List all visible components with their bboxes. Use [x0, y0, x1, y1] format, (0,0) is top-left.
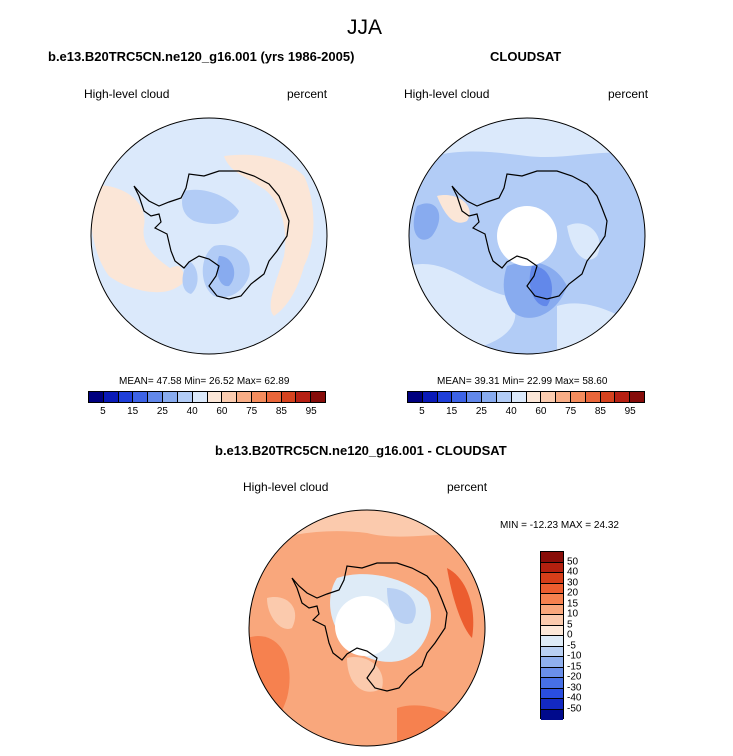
colorbar-swatch [541, 636, 563, 647]
model-colorbar [88, 391, 326, 403]
colorbar-tick-label: 25 [156, 406, 168, 417]
colorbar-tick-label: -30 [567, 682, 582, 693]
diff-polar-map [248, 509, 486, 747]
colorbar-swatch [541, 709, 563, 720]
obs-stats: MEAN= 39.31 Min= 22.99 Max= 58.60 [437, 376, 608, 387]
colorbar-swatch [192, 392, 208, 402]
colorbar-swatch [541, 699, 563, 710]
colorbar-swatch [541, 583, 563, 594]
colorbar-tick-label: -5 [567, 640, 576, 651]
colorbar-swatch [541, 657, 563, 668]
colorbar-swatch [541, 667, 563, 678]
colorbar-swatch [600, 392, 616, 402]
colorbar-swatch [163, 392, 178, 402]
colorbar-swatch [541, 562, 563, 573]
colorbar-swatch [541, 688, 563, 699]
colorbar-swatch [570, 392, 586, 402]
model-variable-label: High-level cloud [84, 87, 170, 101]
obs-colorbar [407, 391, 645, 403]
colorbar-tick-label: 25 [475, 406, 487, 417]
obs-panel-title: CLOUDSAT [490, 49, 562, 64]
colorbar-swatch [585, 392, 601, 402]
colorbar-swatch [177, 392, 193, 402]
colorbar-tick-label: 85 [275, 406, 287, 417]
colorbar-swatch [541, 625, 563, 636]
colorbar-tick-label: 40 [505, 406, 517, 417]
colorbar-tick-label: 15 [446, 406, 458, 417]
colorbar-tick-label: 60 [216, 406, 228, 417]
colorbar-tick-label: 40 [186, 406, 198, 417]
colorbar-tick-label: -15 [567, 661, 582, 672]
colorbar-swatch [496, 392, 512, 402]
colorbar-tick-label: 95 [624, 406, 636, 417]
colorbar-swatch [556, 392, 571, 402]
colorbar-tick-label: -40 [567, 692, 582, 704]
colorbar-tick-label: 10 [567, 608, 579, 620]
colorbar-swatch [511, 392, 527, 402]
colorbar-swatch [89, 392, 104, 402]
colorbar-swatch [541, 615, 563, 626]
colorbar-swatch [251, 392, 267, 402]
colorbar-swatch [437, 392, 453, 402]
colorbar-tick-label: 0 [567, 629, 573, 641]
model-stats: MEAN= 47.58 Min= 26.52 Max= 62.89 [119, 376, 290, 387]
colorbar-tick-label: -10 [567, 650, 582, 662]
season-title: JJA [347, 16, 383, 39]
colorbar-swatch [482, 392, 497, 402]
colorbar-swatch [148, 392, 164, 402]
diff-stats: MIN = -12.23 MAX = 24.32 [500, 520, 619, 531]
model-panel-title: b.e13.B20TRC5CN.ne120_g16.001 (yrs 1986-… [48, 49, 355, 64]
colorbar-swatch [541, 594, 563, 605]
colorbar-swatch [237, 392, 252, 402]
colorbar-swatch [541, 604, 563, 615]
obs-units-label: percent [608, 87, 649, 101]
colorbar-tick-label: -20 [567, 671, 582, 683]
model-units-label: percent [287, 87, 328, 101]
colorbar-tick-label: 50 [567, 556, 579, 567]
colorbar-tick-label: 85 [594, 406, 606, 417]
colorbar-swatch [541, 552, 563, 563]
colorbar-swatch [281, 392, 297, 402]
colorbar-swatch [541, 573, 563, 584]
colorbar-swatch [422, 392, 438, 402]
colorbar-tick-label: -50 [567, 703, 582, 714]
colorbar-tick-label: 60 [535, 406, 547, 417]
colorbar-swatch [526, 392, 542, 402]
colorbar-swatch [615, 392, 631, 402]
obs-polar-map [408, 117, 646, 355]
colorbar-tick-label: 5 [100, 406, 106, 417]
diff-colorbar [540, 551, 564, 720]
colorbar-tick-label: 20 [567, 587, 579, 599]
diff-panel-title: b.e13.B20TRC5CN.ne120_g16.001 - CLOUDSAT [215, 443, 507, 458]
obs-variable-label: High-level cloud [404, 87, 490, 101]
colorbar-swatch [311, 392, 325, 402]
colorbar-tick-label: 5 [419, 406, 425, 417]
diff-variable-label: High-level cloud [243, 480, 329, 494]
colorbar-swatch [207, 392, 223, 402]
colorbar-swatch [296, 392, 312, 402]
colorbar-swatch [103, 392, 119, 402]
colorbar-swatch [541, 392, 557, 402]
colorbar-tick-label: 15 [127, 406, 139, 417]
colorbar-tick-label: 75 [246, 406, 258, 417]
colorbar-tick-label: 15 [567, 598, 579, 609]
colorbar-swatch [541, 678, 563, 689]
colorbar-swatch [630, 392, 644, 402]
colorbar-tick-label: 5 [567, 619, 573, 630]
colorbar-swatch [266, 392, 282, 402]
colorbar-swatch [133, 392, 149, 402]
colorbar-swatch [408, 392, 423, 402]
colorbar-swatch [118, 392, 134, 402]
model-polar-map [90, 117, 328, 355]
colorbar-tick-label: 30 [567, 577, 579, 588]
colorbar-tick-label: 40 [567, 566, 579, 578]
diff-units-label: percent [447, 480, 488, 494]
colorbar-tick-label: 75 [565, 406, 577, 417]
colorbar-swatch [452, 392, 468, 402]
colorbar-tick-label: 95 [305, 406, 317, 417]
colorbar-swatch [222, 392, 238, 402]
colorbar-swatch [541, 646, 563, 657]
colorbar-swatch [467, 392, 483, 402]
